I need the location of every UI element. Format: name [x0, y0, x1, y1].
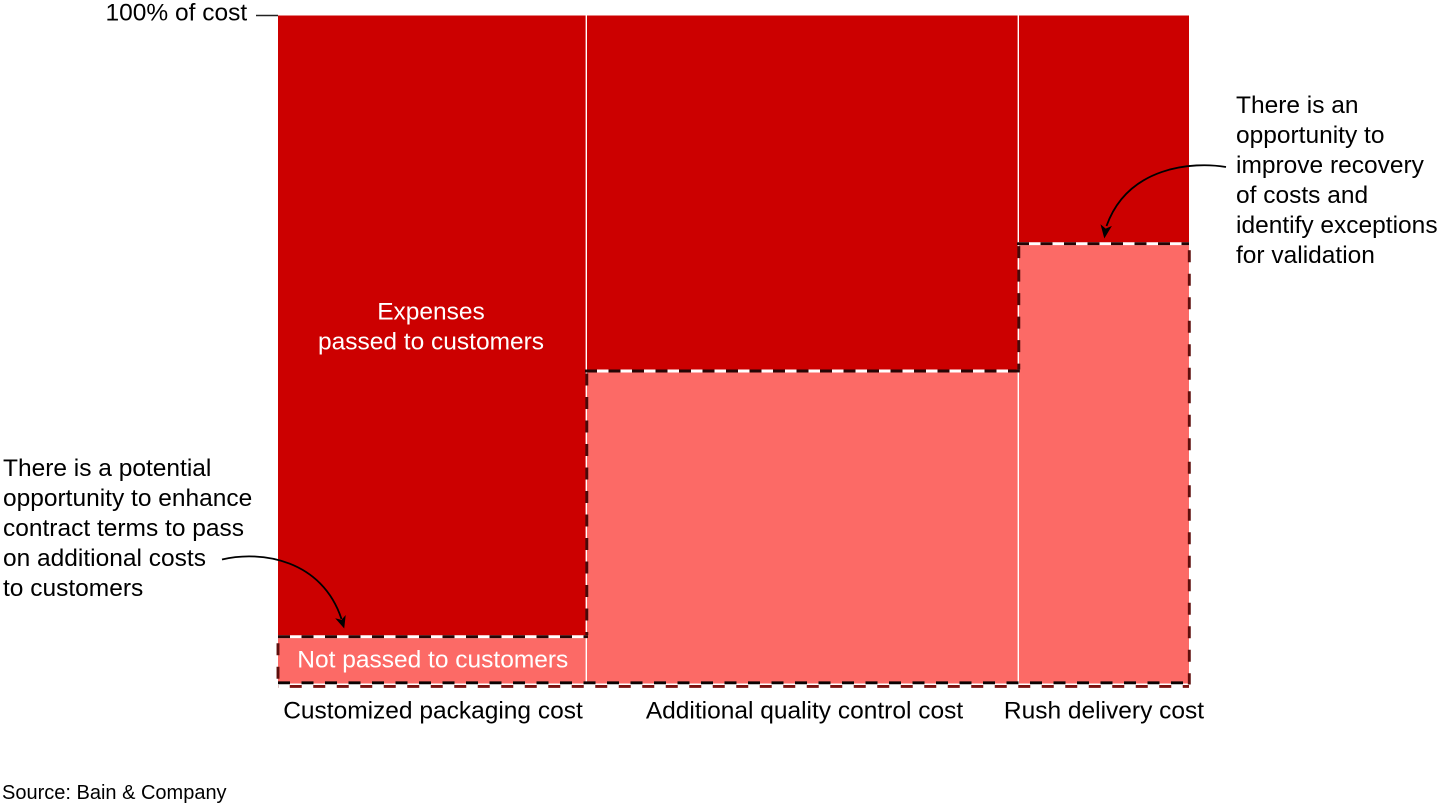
svg-text:opportunity to enhance: opportunity to enhance: [3, 485, 252, 512]
svg-text:Customized packaging cost: Customized packaging cost: [283, 698, 583, 725]
svg-text:Additional quality control cos: Additional quality control cost: [646, 698, 964, 725]
svg-text:for validation: for validation: [1236, 242, 1375, 269]
svg-text:100% of cost: 100% of cost: [106, 0, 248, 27]
svg-text:on additional costs: on additional costs: [3, 545, 206, 572]
svg-text:Expenses: Expenses: [377, 298, 485, 325]
svg-text:There is a potential: There is a potential: [3, 455, 211, 482]
svg-text:Not passed to customers: Not passed to customers: [297, 647, 568, 674]
svg-text:of costs and: of costs and: [1236, 182, 1368, 209]
svg-text:Rush delivery cost: Rush delivery cost: [1004, 698, 1204, 725]
svg-text:improve recovery: improve recovery: [1236, 152, 1425, 179]
svg-text:identify exceptions: identify exceptions: [1236, 212, 1438, 239]
svg-text:to customers: to customers: [3, 575, 143, 602]
svg-text:passed to customers: passed to customers: [318, 328, 544, 355]
svg-text:opportunity to: opportunity to: [1236, 122, 1384, 149]
svg-text:Source: Bain & Company: Source: Bain & Company: [2, 782, 227, 804]
svg-text:contract terms to pass: contract terms to pass: [3, 515, 244, 542]
svg-text:There is an: There is an: [1236, 92, 1359, 119]
